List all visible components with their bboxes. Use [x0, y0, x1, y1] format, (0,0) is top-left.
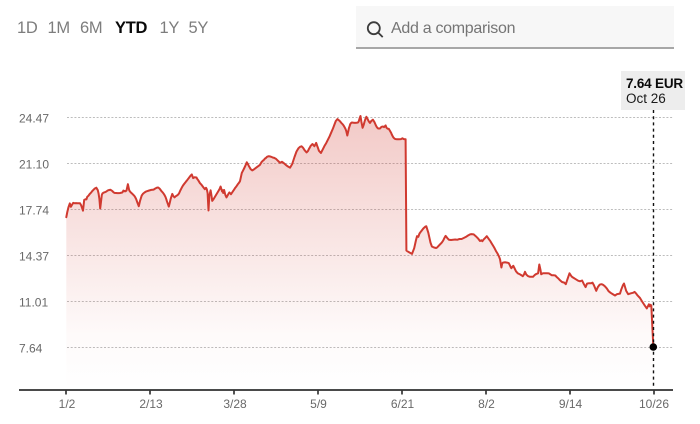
svg-text:6/21: 6/21 — [391, 397, 415, 411]
svg-text:7.64: 7.64 — [19, 342, 43, 356]
svg-text:5/9: 5/9 — [310, 397, 327, 411]
svg-text:24.47: 24.47 — [19, 112, 49, 126]
svg-text:11.01: 11.01 — [19, 296, 48, 310]
svg-text:8/2: 8/2 — [478, 397, 495, 411]
svg-text:17.74: 17.74 — [19, 204, 49, 218]
svg-text:9/14: 9/14 — [559, 397, 583, 411]
svg-text:10/26: 10/26 — [639, 397, 669, 411]
svg-text:1/2: 1/2 — [59, 397, 76, 411]
svg-text:3/28: 3/28 — [223, 397, 247, 411]
svg-text:2/13: 2/13 — [139, 397, 163, 411]
svg-text:21.10: 21.10 — [19, 158, 49, 172]
svg-text:14.37: 14.37 — [19, 250, 49, 264]
